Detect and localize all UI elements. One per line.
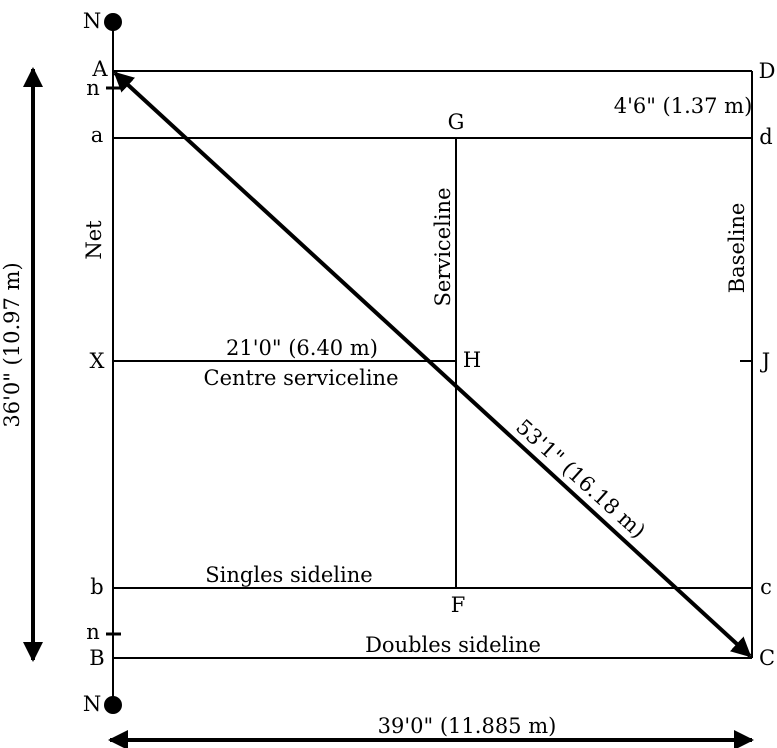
net-label: Net [82,220,106,260]
point-h-label: H [463,348,481,372]
point-j-label: J [760,349,770,373]
serviceline-label: Serviceline [431,187,455,306]
baseline-label: Baseline [725,203,749,294]
service-depth-label: 21'0" (6.40 m) [226,336,378,360]
diagonal-line [113,71,752,658]
point-a-upper-label: A [91,57,108,81]
doubles-sideline-label: Doubles sideline [365,633,541,657]
point-n-top-label: N [83,9,101,33]
point-a-lower-label: a [91,123,104,147]
point-d-upper-label: D [759,59,776,83]
point-b-upper-label: B [89,646,104,670]
alley-dimension-label: 4'6" (1.37 m) [614,94,753,118]
diagonal-label: 53'1" (16.18 m) [511,415,650,543]
net-post-top [104,13,122,31]
point-c-upper-label: C [759,646,775,670]
point-n-tick-bottom-label: n [86,620,100,644]
singles-sideline-label: Singles sideline [205,563,372,587]
net-post-bottom [104,696,122,714]
half-length-label: 39'0" (11.885 m) [378,714,557,738]
centre-serviceline-label: Centre serviceline [204,366,399,390]
court-width-label: 36'0" (10.97 m) [0,262,24,427]
point-c-lower-label: c [760,575,772,599]
point-x-label: X [90,349,105,373]
point-n-bottom-label: N [83,692,101,716]
point-n-tick-top-label: n [86,76,100,100]
point-g-label: G [448,110,465,134]
point-d-lower-label: d [759,125,772,149]
point-b-lower-label: b [90,575,103,599]
point-f-label: F [451,593,466,617]
